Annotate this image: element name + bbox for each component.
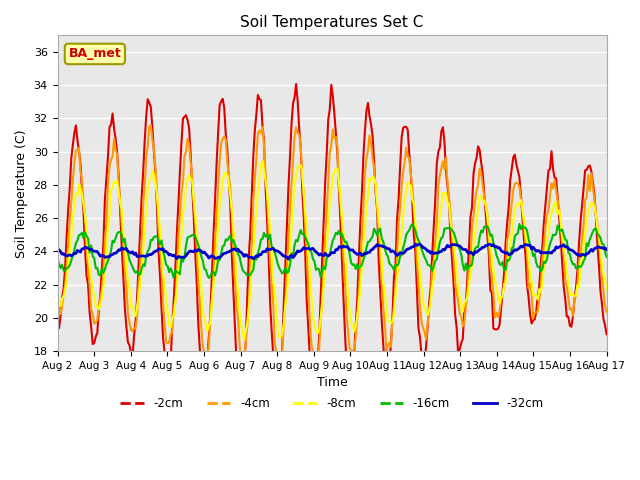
-16cm <box>575 263 583 269</box>
-32cm <box>121 246 129 252</box>
-32cm <box>54 246 61 252</box>
-2cm <box>575 240 583 246</box>
-2cm <box>603 331 611 337</box>
-32cm <box>412 241 419 247</box>
Line: -2cm: -2cm <box>58 84 607 392</box>
-8cm <box>121 242 129 248</box>
-16cm <box>121 236 129 242</box>
-32cm <box>218 253 225 259</box>
-2cm <box>297 144 305 149</box>
-16cm <box>54 257 61 263</box>
-8cm <box>297 163 305 168</box>
-4cm <box>237 358 245 363</box>
Line: -32cm: -32cm <box>58 244 607 259</box>
-16cm <box>295 232 303 238</box>
-16cm <box>237 262 245 267</box>
-4cm <box>575 258 583 264</box>
-8cm <box>240 337 248 343</box>
-4cm <box>54 306 61 312</box>
-32cm <box>245 254 253 260</box>
-32cm <box>575 252 583 257</box>
-4cm <box>147 122 155 128</box>
-2cm <box>54 325 61 331</box>
-4cm <box>275 365 283 371</box>
-2cm <box>218 99 225 105</box>
-8cm <box>246 289 254 295</box>
Line: -4cm: -4cm <box>58 125 607 368</box>
-32cm <box>285 256 292 262</box>
Line: -16cm: -16cm <box>58 224 607 278</box>
X-axis label: Time: Time <box>317 376 348 389</box>
-2cm <box>121 305 129 311</box>
-8cm <box>236 310 243 315</box>
-32cm <box>236 249 243 254</box>
-16cm <box>205 275 212 281</box>
-8cm <box>218 192 225 198</box>
-16cm <box>603 254 611 260</box>
Legend: -2cm, -4cm, -8cm, -16cm, -32cm: -2cm, -4cm, -8cm, -16cm, -32cm <box>116 392 548 415</box>
-8cm <box>603 287 611 292</box>
-4cm <box>219 136 227 142</box>
-16cm <box>219 243 227 249</box>
Line: -8cm: -8cm <box>58 161 607 340</box>
Y-axis label: Soil Temperature (C): Soil Temperature (C) <box>15 129 28 257</box>
-2cm <box>292 81 300 87</box>
-8cm <box>259 158 266 164</box>
-2cm <box>236 382 243 387</box>
-32cm <box>603 247 611 252</box>
-32cm <box>295 249 303 254</box>
-2cm <box>245 254 253 260</box>
-4cm <box>121 267 129 273</box>
-8cm <box>54 288 61 294</box>
-4cm <box>603 309 611 315</box>
-2cm <box>274 389 282 395</box>
Title: Soil Temperatures Set C: Soil Temperatures Set C <box>241 15 424 30</box>
-4cm <box>246 271 254 277</box>
Text: BA_met: BA_met <box>68 48 121 60</box>
-4cm <box>297 143 305 148</box>
-8cm <box>575 285 583 291</box>
-16cm <box>516 221 524 227</box>
-16cm <box>246 272 254 278</box>
